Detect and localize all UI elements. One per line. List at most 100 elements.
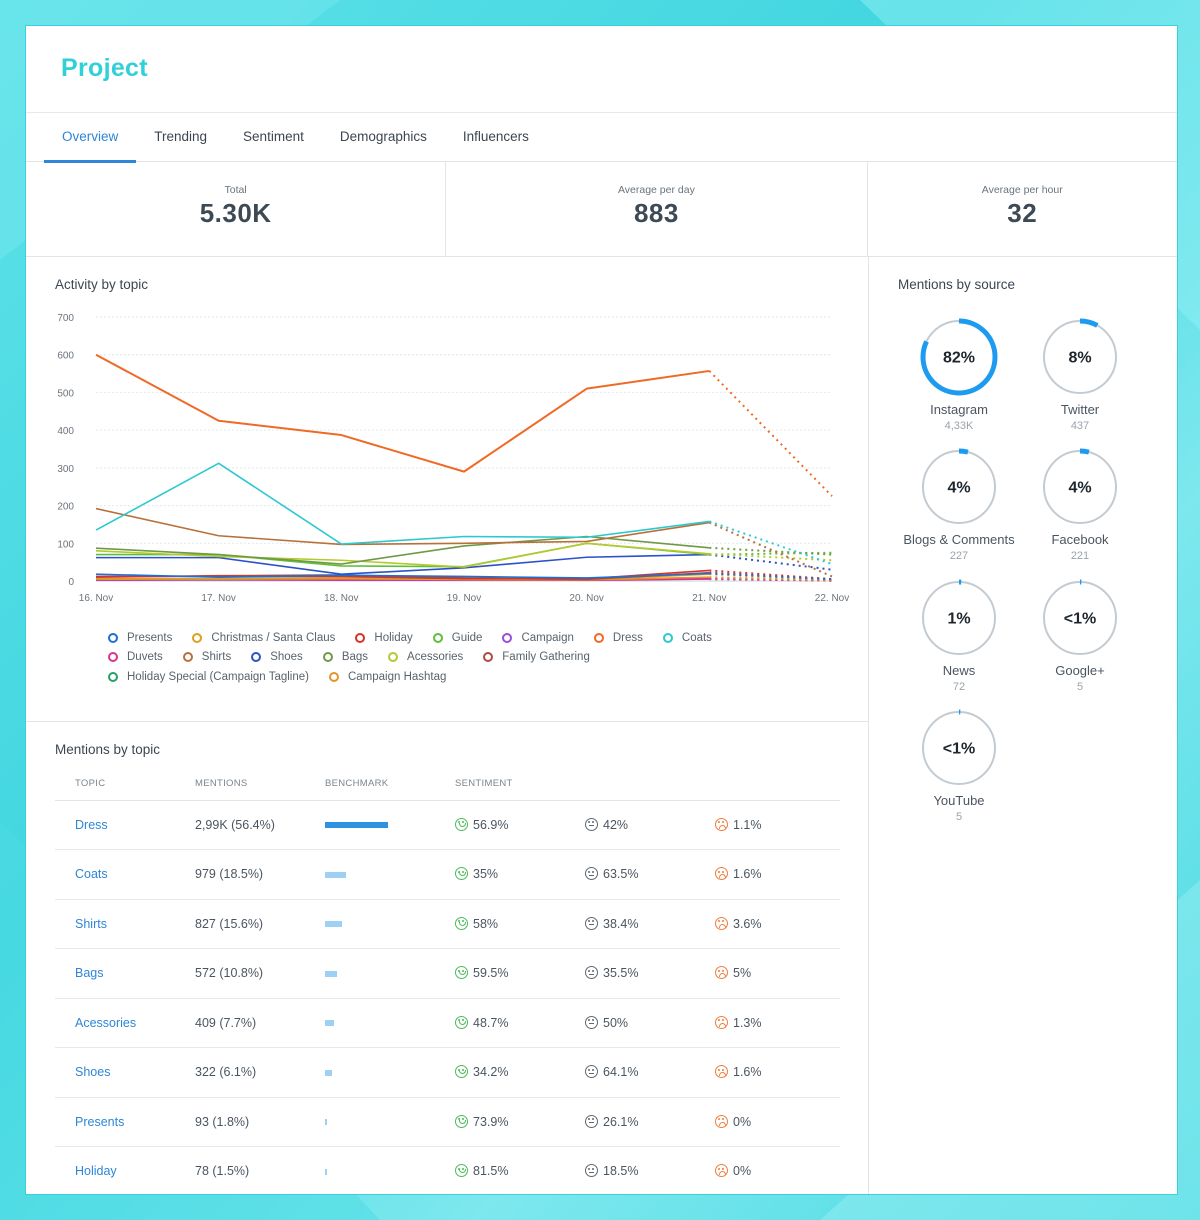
topic-link[interactable]: Shoes [55,1047,175,1098]
source-name: Facebook [1051,532,1109,547]
y-tick-label: 200 [57,502,74,513]
sentiment-neutral: 35.5% [565,948,695,999]
topic-benchmark [305,899,435,949]
donut-chart: 4% [1041,448,1119,526]
topic-link[interactable]: Coats [55,849,175,900]
topic-link[interactable]: Shirts [55,899,175,949]
table-row[interactable]: Holiday 78 (1.5%) 81.5% 18.5% 0% [55,1146,840,1194]
y-tick-label: 600 [57,351,74,362]
table-row[interactable]: Shoes 322 (6.1%) 34.2% 64.1% 1.6% [55,1047,840,1098]
sentiment-neutral: 38.4% [565,899,695,949]
donut-chart: 82% [920,318,998,396]
col-mentions: MENTIONS [175,767,305,801]
project-title: Project [61,54,148,82]
tab-overview[interactable]: Overview [44,113,137,163]
table-row[interactable]: Dress 2,99K (56.4%) 56.9% 42% 1.1% [55,800,840,850]
source-twitter[interactable]: 8% Twitter 437 [1020,317,1140,432]
neutral-value: 18.5% [603,1164,639,1179]
topic-link[interactable]: Acessories [55,998,175,1048]
activity-title: Activity by topic [55,277,149,292]
topic-link[interactable]: Presents [55,1097,175,1147]
frown-icon [715,1015,728,1029]
legend-item[interactable]: Coats [662,632,712,644]
legend-item[interactable]: Campaign Hashtag [328,671,446,683]
legend-item[interactable]: Shirts [182,651,231,663]
col-topic: TOPIC [55,767,175,801]
source-google-[interactable]: <1% Google+ 5 [1020,578,1140,693]
source-blogs-comments[interactable]: 4% Blogs & Comments 227 [899,447,1019,562]
legend-item[interactable]: Duvets [108,651,163,663]
donut-chart: 8% [1041,318,1119,396]
sentiment-negative: 1.6% [695,849,840,900]
frown-icon [715,966,728,980]
y-tick-label: 0 [68,577,74,588]
neutral-face-icon [585,1015,598,1029]
source-name: YouTube [933,793,985,808]
legend-label: Bags [341,651,369,664]
x-tick-label: 21. Nov [692,593,726,604]
main-content: 0 100 200 300 400 500 600 700 16. Nov 17. Nov 18. … [26,257,1177,1194]
legend-item[interactable]: Bags [322,651,369,664]
source-name: Twitter [1060,402,1100,417]
neutral-value: 26.1% [603,1114,639,1129]
legend-item[interactable]: Holiday [355,632,413,644]
neutral-value: 38.4% [603,916,639,931]
legend-item[interactable]: Presents [108,632,172,644]
legend-item[interactable]: Holiday Special (Campaign Tagline) [108,671,309,683]
stat-average-per-day: Average per day 883 [446,162,868,256]
positive-value: 81.5% [473,1164,509,1179]
table-row[interactable]: Presents 93 (1.8%) 73.9% 26.1% 0% [55,1097,840,1147]
legend-marker [432,632,443,643]
source-facebook[interactable]: 4% Facebook 221 [1020,447,1140,562]
source-count: 221 [1070,550,1090,562]
table-row[interactable]: Coats 979 (18.5%) 35% 63.5% 1.6% [55,849,840,900]
smile-icon [455,1114,468,1128]
tab-sentiment[interactable]: Sentiment [243,129,304,144]
topic-mentions: 78 (1.5%) [175,1146,305,1194]
legend-item[interactable]: Shoes [251,651,303,663]
table-row[interactable]: Shirts 827 (15.6%) 58% 38.4% 3.6% [55,899,840,949]
neutral-face-icon [585,867,598,881]
topic-link[interactable]: Dress [55,800,175,850]
source-name: Google+ [1055,663,1105,678]
smile-icon [455,1015,468,1029]
tab-demographics[interactable]: Demographics [339,129,427,144]
source-name: News [942,663,976,678]
neutral-face-icon [585,1114,598,1128]
y-tick-label: 500 [57,388,74,399]
legend-item[interactable]: Acessories [388,651,463,663]
tab-influencers[interactable]: Influencers [462,129,529,144]
stat-average-per-hour: Average per hour 32 [868,162,1177,256]
left-column: 0 100 200 300 400 500 600 700 16. Nov 17. Nov 18. … [26,257,869,1194]
neutral-face-icon [585,1065,598,1079]
series-line-dress [95,353,710,473]
legend-marker [182,652,193,663]
donut-percent: 4% [1068,480,1091,497]
tab-trending[interactable]: Trending [154,129,208,144]
sentiment-neutral: 42% [565,800,695,850]
stats-bar: Total 5.30K Average per day 883 Average … [26,162,1177,257]
legend-item[interactable]: Christmas / Santa Claus [192,632,335,644]
legend-item[interactable]: Guide [432,632,482,644]
legend-row: Duvets Shirts Shoes Bags Acessories Family Ga… [108,648,848,668]
source-news[interactable]: 1% News 72 [899,578,1019,693]
positive-value: 73.9% [473,1114,509,1129]
col-benchmark: BENCHMARK [305,767,435,801]
smile-icon [455,1164,468,1178]
legend-label: Shoes [270,651,303,664]
table-row[interactable]: Bags 572 (10.8%) 59.5% 35.5% 5% [55,948,840,999]
table-row[interactable]: Acessories 409 (7.7%) 48.7% 50% 1.3% [55,998,840,1048]
legend-item[interactable]: Dress [593,632,643,644]
source-youtube[interactable]: <1% YouTube 5 [899,708,1019,823]
stat-hour-value: 32 [1007,198,1038,228]
legend-item[interactable]: Family Gathering [483,651,590,663]
sentiment-positive: 56.9% [435,800,565,850]
source-instagram[interactable]: 82% Instagram 4,33K [899,317,1019,432]
legend-item[interactable]: Campaign [502,632,574,644]
topic-link[interactable]: Holiday [55,1146,175,1194]
benchmark-bar [325,1168,327,1175]
topic-benchmark [305,800,435,850]
sentiment-negative: 0% [695,1097,840,1147]
neutral-face-icon [585,916,598,930]
topic-link[interactable]: Bags [55,948,175,999]
